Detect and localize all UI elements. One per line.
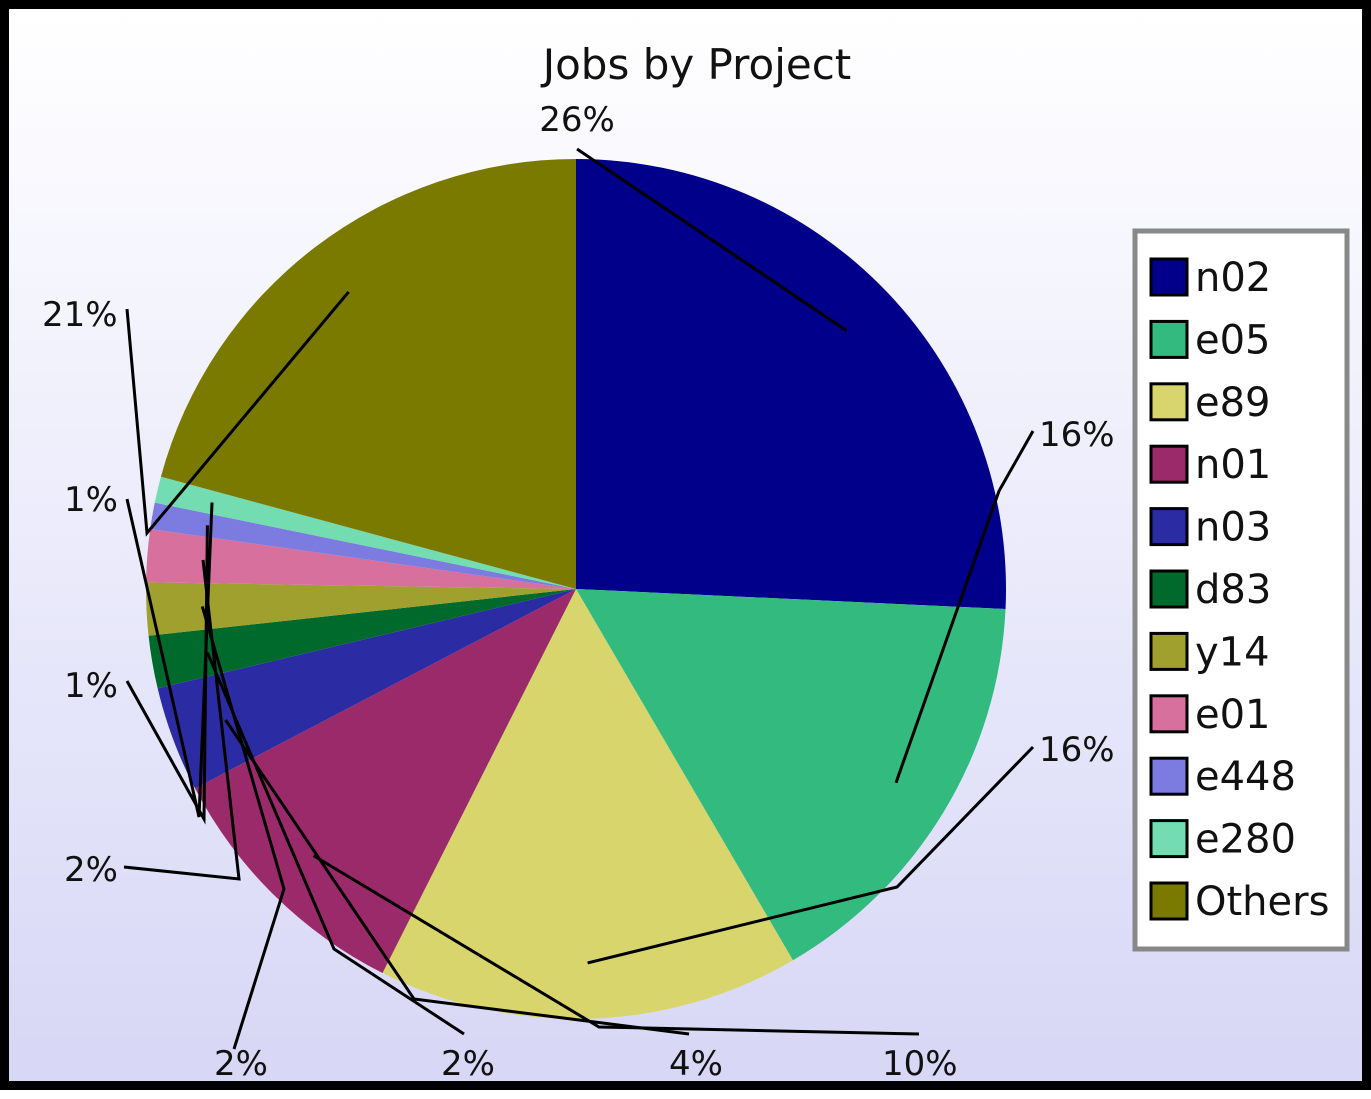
slice-label-n02: 26% xyxy=(539,100,615,140)
legend-label-d83: d83 xyxy=(1195,567,1271,613)
legend-swatch-e89 xyxy=(1149,382,1189,422)
legend-swatch-n03 xyxy=(1149,507,1189,547)
pie-slice-n02 xyxy=(576,159,1006,610)
pie-slice-e89 xyxy=(382,589,793,1020)
legend-label-y14: y14 xyxy=(1195,629,1270,675)
legend-swatch-n01 xyxy=(1149,444,1189,484)
leader-line-e89 xyxy=(587,745,1035,965)
pie-slice-e01 xyxy=(146,529,577,589)
slice-label-y14: 2% xyxy=(214,1044,268,1084)
legend-swatch-e280 xyxy=(1149,819,1189,859)
slice-label-n01: 10% xyxy=(882,1044,958,1084)
legend-label-n03: n03 xyxy=(1195,505,1271,551)
leader-line-d83 xyxy=(206,652,465,1036)
slice-label-d83: 2% xyxy=(441,1044,495,1084)
pie-chart: Jobs by Project 26% 16% 16% 10% 4% 2% 2% 2% 1% 1%… xyxy=(42,40,1350,1084)
pie-slice-e05 xyxy=(576,589,1006,961)
legend-label-e05: e05 xyxy=(1195,317,1271,363)
pie-slice-y14 xyxy=(145,582,576,636)
pie-slice-n01 xyxy=(195,589,576,974)
legend-label-others: Others xyxy=(1195,879,1329,925)
legend: n02 e05 e89 n01 n03 d83 y14 e01 e448 e280 Others xyxy=(1132,228,1350,952)
legend-label-n02: n02 xyxy=(1195,255,1271,301)
pie-slice-n03 xyxy=(157,589,576,789)
slice-label-n03: 4% xyxy=(669,1044,723,1084)
leader-line-others xyxy=(125,290,350,537)
legend-label-e01: e01 xyxy=(1195,692,1271,738)
leader-line-n01 xyxy=(312,854,920,1036)
legend-swatch-e01 xyxy=(1149,694,1189,734)
slice-label-others: 21% xyxy=(42,295,118,335)
pie-slices xyxy=(145,159,1006,1020)
leader-line-n03 xyxy=(224,719,690,1036)
legend-label-n01: n01 xyxy=(1195,442,1271,488)
leader-line-y14 xyxy=(200,605,286,1050)
legend-swatch-n02 xyxy=(1149,257,1189,297)
pie-slice-e280 xyxy=(154,476,576,589)
legend-swatch-d83 xyxy=(1149,569,1189,609)
legend-label-e448: e448 xyxy=(1195,754,1296,800)
leader-line-e05 xyxy=(894,430,1035,784)
slice-label-e89: 16% xyxy=(1039,730,1115,770)
legend-swatch-y14 xyxy=(1149,631,1189,671)
leader-line-e01 xyxy=(123,559,241,881)
legend-swatch-e448 xyxy=(1149,756,1189,796)
slice-label-e05: 16% xyxy=(1039,415,1115,455)
slice-labels: 26% 16% 16% 10% 4% 2% 2% 2% 1% 1% 21% xyxy=(42,100,1115,1084)
leader-line-n02 xyxy=(576,147,848,332)
pie-slice-e448 xyxy=(150,502,576,589)
legend-swatch-e05 xyxy=(1149,319,1189,359)
leader-line-e280 xyxy=(125,498,214,818)
legend-label-e280: e280 xyxy=(1195,817,1296,863)
pie-slice-d83 xyxy=(148,589,577,689)
chart-title: Jobs by Project xyxy=(540,40,852,89)
legend-label-e89: e89 xyxy=(1195,380,1271,426)
slice-label-e280: 1% xyxy=(64,480,118,520)
pie-slice-others xyxy=(160,159,576,589)
legend-swatch-others xyxy=(1149,881,1189,921)
leader-lines xyxy=(123,147,1035,1050)
slice-label-e01: 2% xyxy=(64,850,118,890)
slice-label-e448: 1% xyxy=(64,666,118,706)
